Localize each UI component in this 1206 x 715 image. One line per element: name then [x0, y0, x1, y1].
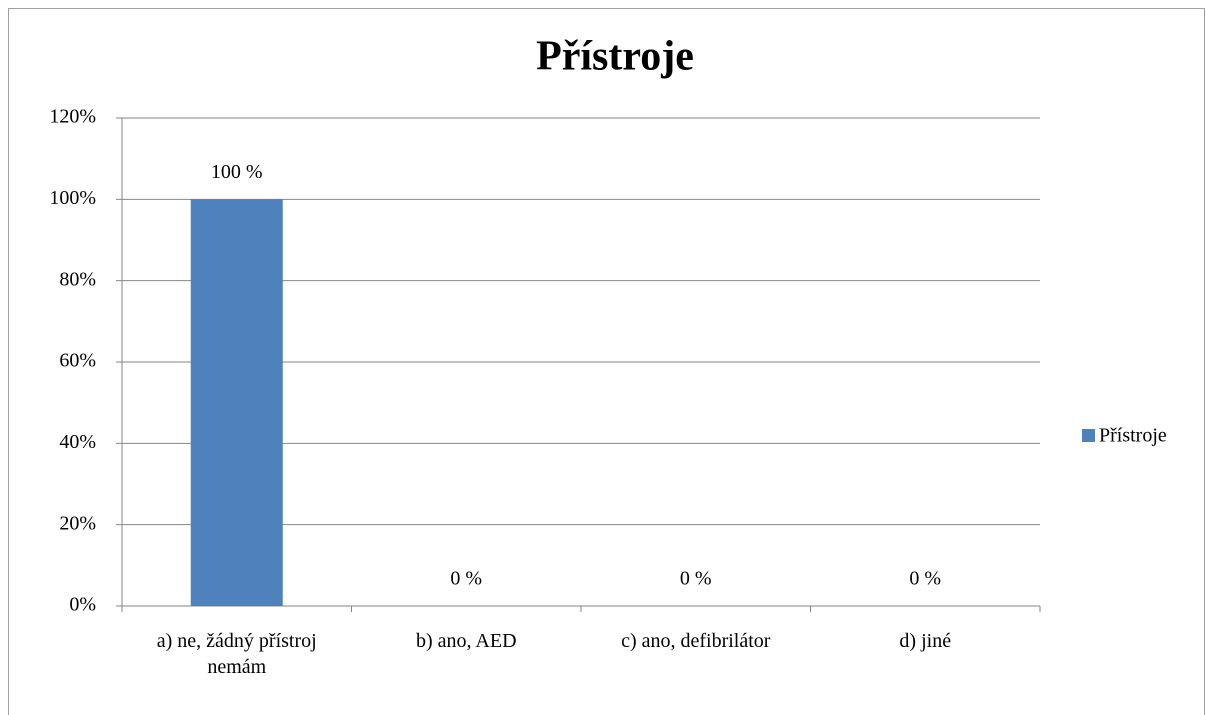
- x-tick-label: a) ne, žádný přístroj nemám: [156, 630, 317, 678]
- y-tick-label: 0%: [69, 594, 96, 616]
- x-tick-label: b) ano, AED: [415, 630, 517, 652]
- x-tick-label: d) jiné: [899, 630, 952, 652]
- chart-title: Přístroje: [536, 34, 694, 80]
- legend-swatch: [1082, 429, 1095, 442]
- x-tick-label-box: b) ano, AED: [415, 630, 517, 652]
- data-label: 0 %: [680, 568, 712, 590]
- x-tick-label: c) ano, defibrilátor: [621, 630, 771, 652]
- data-label: 100 %: [211, 161, 263, 183]
- bar: [190, 199, 283, 607]
- legend-label: Přístroje: [1099, 425, 1167, 447]
- data-label: 0 %: [450, 568, 482, 590]
- x-tick-label-box: a) ne, žádný přístroj nemám: [156, 630, 317, 678]
- y-tick-label: 20%: [59, 512, 96, 534]
- y-tick-label: 40%: [59, 431, 96, 453]
- y-tick-label: 60%: [59, 350, 96, 372]
- y-tick-label: 80%: [59, 268, 96, 290]
- x-tick-label-box: c) ano, defibrilátor: [621, 630, 771, 652]
- y-tick-label: 120%: [49, 106, 96, 128]
- x-tick-label-box: d) jiné: [899, 630, 952, 652]
- y-tick-label: 100%: [49, 187, 96, 209]
- data-label: 0 %: [909, 568, 941, 590]
